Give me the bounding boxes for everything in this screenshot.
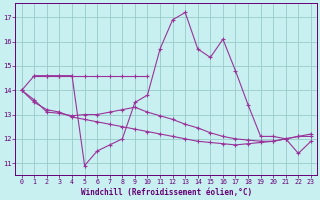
X-axis label: Windchill (Refroidissement éolien,°C): Windchill (Refroidissement éolien,°C) xyxy=(81,188,252,197)
